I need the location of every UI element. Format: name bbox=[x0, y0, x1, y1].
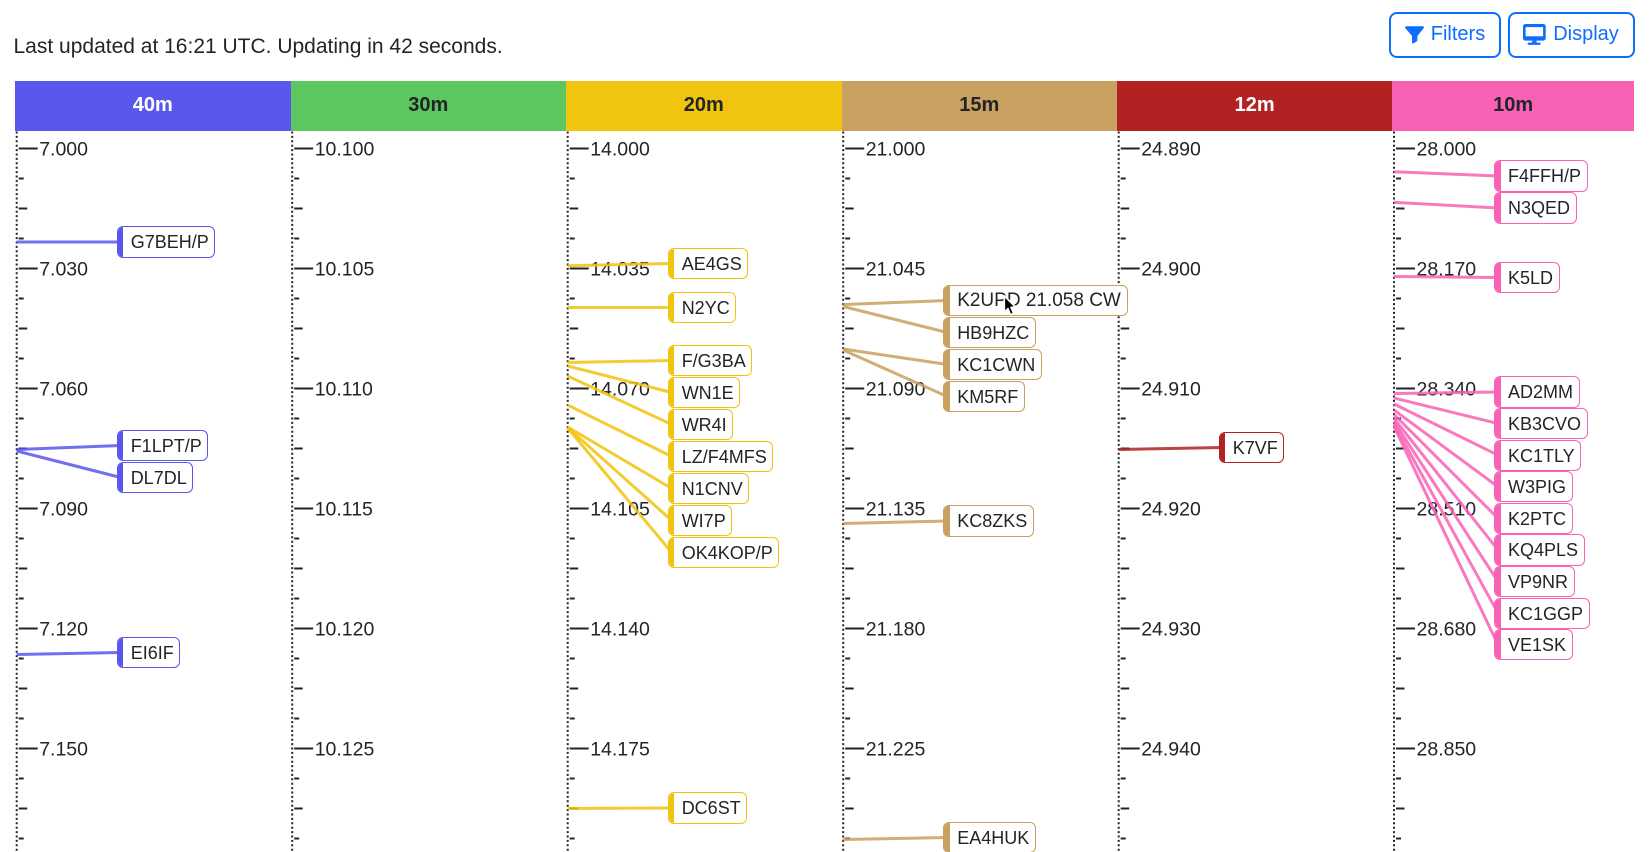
svg-text:28.680: 28.680 bbox=[1417, 618, 1477, 640]
svg-text:10.110: 10.110 bbox=[315, 378, 373, 400]
svg-text:14.140: 14.140 bbox=[590, 618, 650, 640]
svg-text:7.090: 7.090 bbox=[39, 498, 88, 520]
svg-text:10.120: 10.120 bbox=[315, 618, 375, 640]
svg-text:7.030: 7.030 bbox=[39, 258, 88, 280]
svg-text:14.000: 14.000 bbox=[590, 138, 650, 160]
svg-text:7.060: 7.060 bbox=[39, 378, 88, 400]
svg-text:24.940: 24.940 bbox=[1141, 738, 1201, 760]
svg-text:14.105: 14.105 bbox=[590, 498, 650, 520]
svg-text:21.225: 21.225 bbox=[866, 738, 926, 760]
svg-text:7.150: 7.150 bbox=[39, 738, 88, 760]
svg-text:24.900: 24.900 bbox=[1141, 258, 1201, 280]
svg-text:28.170: 28.170 bbox=[1417, 258, 1477, 280]
svg-text:21.135: 21.135 bbox=[866, 498, 926, 520]
svg-text:24.910: 24.910 bbox=[1141, 378, 1201, 400]
svg-text:21.000: 21.000 bbox=[866, 138, 926, 160]
svg-text:7.120: 7.120 bbox=[39, 618, 88, 640]
svg-text:10.105: 10.105 bbox=[315, 258, 375, 280]
svg-text:10.125: 10.125 bbox=[315, 738, 375, 760]
svg-text:21.090: 21.090 bbox=[866, 378, 926, 400]
svg-text:10.100: 10.100 bbox=[315, 138, 375, 160]
svg-text:21.045: 21.045 bbox=[866, 258, 926, 280]
svg-text:28.340: 28.340 bbox=[1417, 378, 1477, 400]
svg-text:14.175: 14.175 bbox=[590, 738, 650, 760]
svg-text:24.920: 24.920 bbox=[1141, 498, 1201, 520]
svg-text:10.115: 10.115 bbox=[315, 498, 373, 520]
svg-text:28.850: 28.850 bbox=[1417, 738, 1477, 760]
svg-text:7.000: 7.000 bbox=[39, 138, 88, 160]
svg-text:24.930: 24.930 bbox=[1141, 618, 1201, 640]
svg-text:28.000: 28.000 bbox=[1417, 138, 1477, 160]
svg-text:24.890: 24.890 bbox=[1141, 138, 1201, 160]
svg-text:21.180: 21.180 bbox=[866, 618, 926, 640]
svg-text:14.035: 14.035 bbox=[590, 258, 650, 280]
